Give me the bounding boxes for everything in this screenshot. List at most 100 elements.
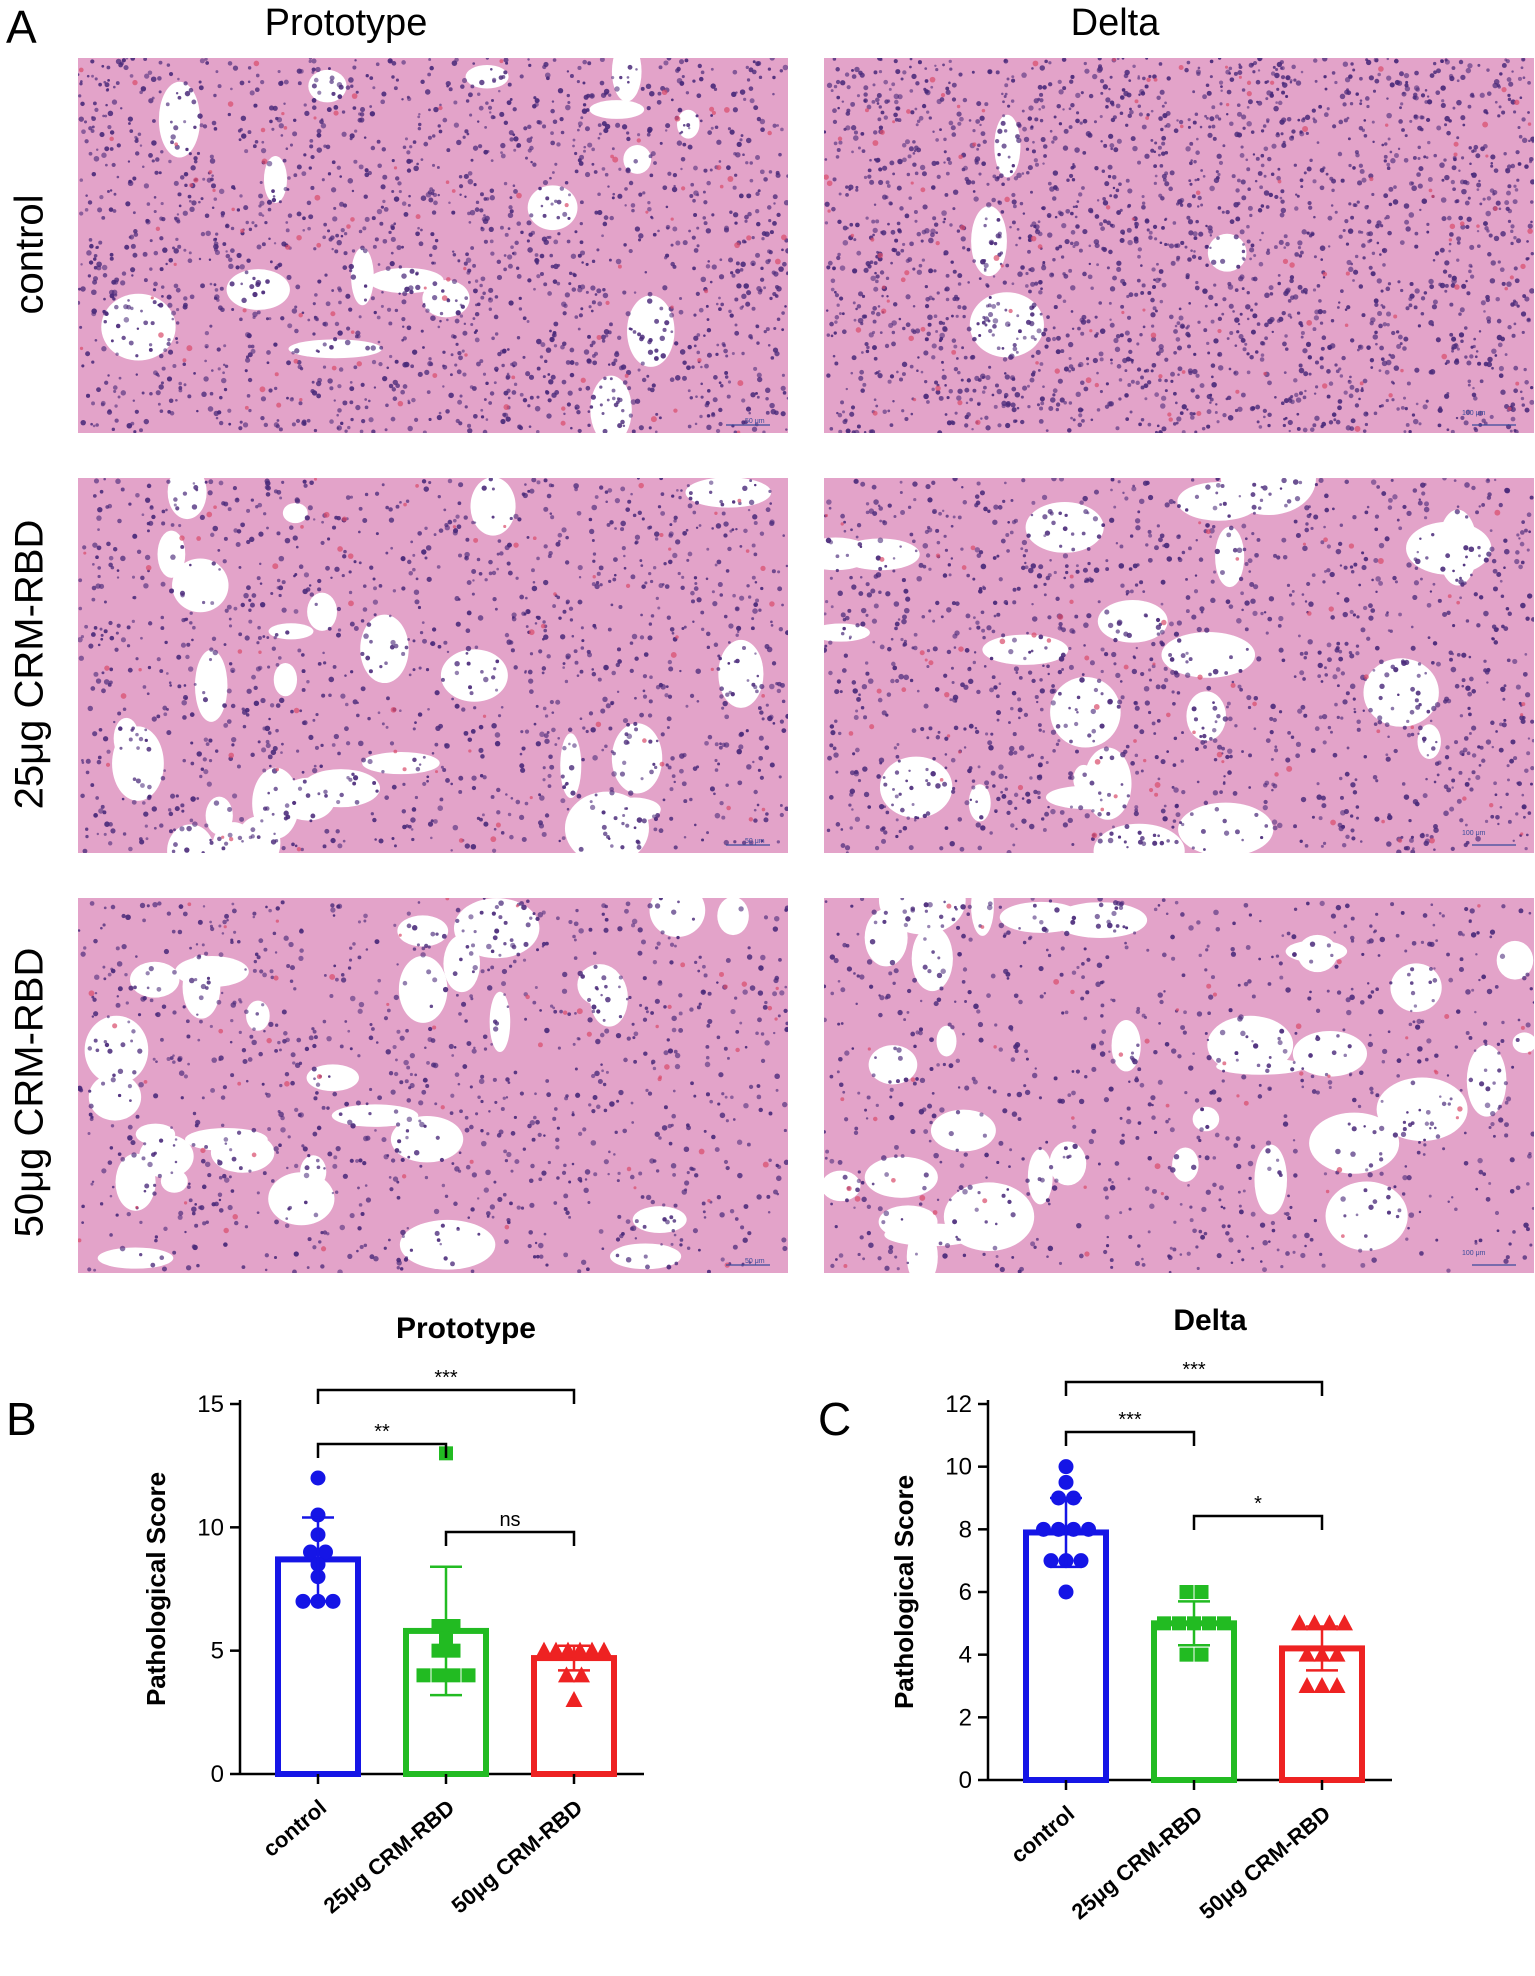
scale-bar-label: 100 μm <box>1462 410 1486 417</box>
data-point <box>1336 1614 1353 1631</box>
micrograph-delta-50ug <box>824 898 1534 1273</box>
data-point <box>1058 1459 1074 1475</box>
data-point <box>571 1641 589 1658</box>
scale-bar-label: 100 μm <box>1462 830 1486 837</box>
significance-label: ** <box>374 1421 390 1443</box>
data-point <box>446 1619 461 1633</box>
x-tick-label: control <box>1006 1801 1079 1868</box>
row-label-25ug: 25μg CRM-RBD <box>7 519 52 810</box>
y-tick-label: 6 <box>959 1579 972 1606</box>
micrograph-delta-control <box>824 58 1534 433</box>
tissue-texture <box>78 58 788 433</box>
y-axis-label: Pathological Score <box>141 1472 171 1706</box>
chart-title-delta: Delta <box>1173 1304 1247 1337</box>
data-point <box>1217 1616 1231 1631</box>
y-tick-label: 15 <box>197 1391 224 1418</box>
tissue-texture <box>824 898 1534 1273</box>
data-point <box>1036 1521 1051 1537</box>
data-point <box>595 1641 613 1658</box>
y-tick-label: 0 <box>959 1767 972 1794</box>
data-point <box>1298 1645 1316 1662</box>
data-point <box>1051 1521 1066 1537</box>
micrograph-delta-25ug <box>824 478 1534 853</box>
y-tick-label: 4 <box>959 1642 972 1669</box>
data-point <box>1328 1677 1346 1693</box>
y-tick-label: 5 <box>211 1638 224 1665</box>
panel-b-letter: B <box>6 1393 37 1445</box>
data-point <box>446 1668 461 1683</box>
data-point <box>559 1641 577 1658</box>
significance-bracket <box>316 1388 576 1404</box>
data-point <box>431 1668 446 1683</box>
row-label-control: control <box>7 194 52 315</box>
tissue-texture <box>78 478 788 853</box>
data-point <box>416 1668 431 1683</box>
row-label-50ug: 50μg CRM-RBD <box>7 947 52 1238</box>
scale-bar-label: 100 μm <box>1462 1250 1486 1257</box>
data-point <box>1179 1585 1194 1599</box>
significance-bracket <box>444 1530 576 1546</box>
y-axis-label: Pathological Score <box>889 1475 919 1709</box>
significance-label: ns <box>499 1509 520 1531</box>
data-point <box>535 1641 553 1658</box>
scale-bar-label: 50 μm <box>745 418 765 425</box>
data-point <box>1194 1585 1209 1599</box>
y-tick-label: 2 <box>959 1704 972 1731</box>
micrograph-prototype-control <box>78 58 788 433</box>
tissue-texture <box>78 898 788 1273</box>
data-point <box>1058 1474 1074 1490</box>
column-title-delta: Delta <box>1070 2 1160 44</box>
y-tick-label: 0 <box>211 1761 224 1788</box>
data-point <box>1172 1616 1186 1631</box>
data-point <box>1298 1677 1316 1693</box>
data-point <box>1291 1614 1308 1631</box>
data-point <box>1321 1614 1338 1631</box>
data-point <box>318 1544 333 1560</box>
micrograph-prototype-25ug <box>78 478 788 853</box>
data-point <box>303 1544 318 1560</box>
scale-bar-label: 50 μm <box>745 1258 765 1265</box>
data-point <box>558 1666 575 1683</box>
data-point <box>461 1668 476 1683</box>
significance-label: *** <box>1182 1360 1206 1381</box>
significance-label: * <box>1254 1493 1262 1515</box>
data-point <box>1306 1614 1323 1631</box>
data-point <box>446 1643 461 1658</box>
significance-bracket <box>1192 1514 1324 1530</box>
data-point <box>1058 1584 1074 1600</box>
data-point <box>1073 1553 1089 1569</box>
significance-label: *** <box>434 1367 458 1389</box>
data-point <box>1313 1677 1331 1693</box>
data-point <box>1043 1553 1059 1569</box>
y-tick-label: 12 <box>945 1391 972 1418</box>
data-point <box>1081 1521 1096 1537</box>
tissue-texture <box>824 58 1534 433</box>
x-tick-label: 50μg CRM-RBD <box>1195 1801 1336 1925</box>
data-point <box>1328 1645 1346 1662</box>
bar <box>1023 1529 1109 1783</box>
chart-title-prototype: Prototype <box>395 1312 536 1345</box>
x-tick-label: 50μg CRM-RBD <box>447 1795 588 1919</box>
data-point <box>431 1643 446 1658</box>
data-point <box>573 1666 590 1683</box>
bar <box>531 1655 617 1778</box>
data-point <box>1157 1616 1171 1631</box>
data-point <box>310 1507 326 1523</box>
y-tick-label: 10 <box>945 1454 972 1481</box>
x-tick-label: 25μg CRM-RBD <box>319 1795 460 1919</box>
micrograph-prototype-50ug <box>78 898 788 1273</box>
scale-bar-label: 50 μm <box>745 838 765 845</box>
significance-bracket <box>316 1442 448 1458</box>
data-point <box>1066 1521 1081 1537</box>
data-point <box>431 1619 446 1633</box>
data-point <box>1202 1616 1216 1631</box>
data-point <box>1194 1647 1209 1662</box>
panel-c-letter: C <box>818 1393 852 1445</box>
tissue-texture <box>824 478 1534 853</box>
significance-bracket <box>1064 1430 1196 1446</box>
column-title-prototype: Prototype <box>264 2 428 44</box>
data-point <box>565 1691 583 1707</box>
significance-bracket <box>1064 1380 1324 1396</box>
y-tick-label: 8 <box>959 1516 972 1543</box>
